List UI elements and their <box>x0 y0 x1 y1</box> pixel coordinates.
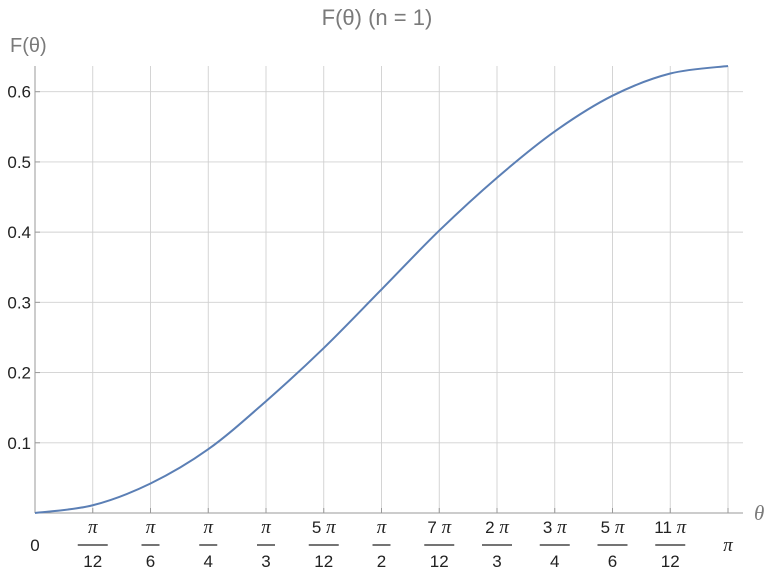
x-tick-numerator: 3 π <box>543 517 567 538</box>
x-tick-numerator: π <box>261 517 271 538</box>
y-tick-label: 0.5 <box>7 153 31 172</box>
y-axis-label: F(θ) <box>10 35 47 57</box>
x-tick-fraction: 5 π 12 <box>308 517 339 571</box>
axes <box>34 66 743 514</box>
x-tick-numerator: 5 π <box>601 517 625 538</box>
y-tick-label: 0.4 <box>7 223 31 242</box>
x-tick-fraction: π 12 <box>77 517 108 571</box>
x-tick-fraction: π3 <box>257 517 276 571</box>
x-tick-fraction: 5 π 6 <box>597 517 628 571</box>
x-tick-denominator: 6 <box>608 552 617 571</box>
x-tick-denominator: 4 <box>204 552 213 571</box>
x-tick-numerator: π <box>377 517 387 538</box>
y-tick-label: 0.3 <box>7 293 31 312</box>
x-tick-label: π <box>723 535 733 556</box>
x-tick-denominator: 4 <box>550 552 559 571</box>
x-tick-denominator: 12 <box>661 552 680 571</box>
x-tick-fraction: π2 <box>372 517 391 571</box>
x-tick-numerator: π <box>88 517 98 538</box>
y-tick-label: 0.6 <box>7 83 31 102</box>
x-tick-fraction: π6 <box>141 517 160 571</box>
x-tick-numerator: π <box>146 517 156 538</box>
x-tick-fraction: 11 π 12 <box>654 517 686 571</box>
x-tick-numerator: 7 π <box>427 517 451 538</box>
x-tick-label: 0 <box>30 536 39 555</box>
grid <box>35 66 743 513</box>
y-tick-label: 0.2 <box>7 364 31 383</box>
x-tick-denominator: 12 <box>430 552 449 571</box>
x-tick-denominator: 3 <box>492 552 501 571</box>
x-tick-fraction: 2 π 3 <box>482 517 513 571</box>
x-tick-fraction: 3 π 4 <box>539 517 570 571</box>
x-tick-denominator: 12 <box>314 552 333 571</box>
x-tick-numerator: 2 π <box>485 517 509 538</box>
x-tick-denominator: 2 <box>377 552 386 571</box>
y-tick-label: 0.1 <box>7 434 31 453</box>
x-tick-denominator: 6 <box>146 552 155 571</box>
chart-title: F(θ) (n = 1) <box>322 5 433 30</box>
series <box>34 65 729 514</box>
x-axis-label: θ <box>754 501 764 525</box>
x-tick-numerator: 5 π <box>312 517 336 538</box>
x-tick-denominator: 12 <box>83 552 102 571</box>
x-tick-denominator: 3 <box>261 552 270 571</box>
x-tick-numerator: π <box>203 517 213 538</box>
x-tick-fraction: 7 π 12 <box>424 517 455 571</box>
x-tick-numerator: 11 π <box>654 517 686 538</box>
series-line <box>34 65 729 514</box>
x-tick-fraction: π4 <box>199 517 218 571</box>
